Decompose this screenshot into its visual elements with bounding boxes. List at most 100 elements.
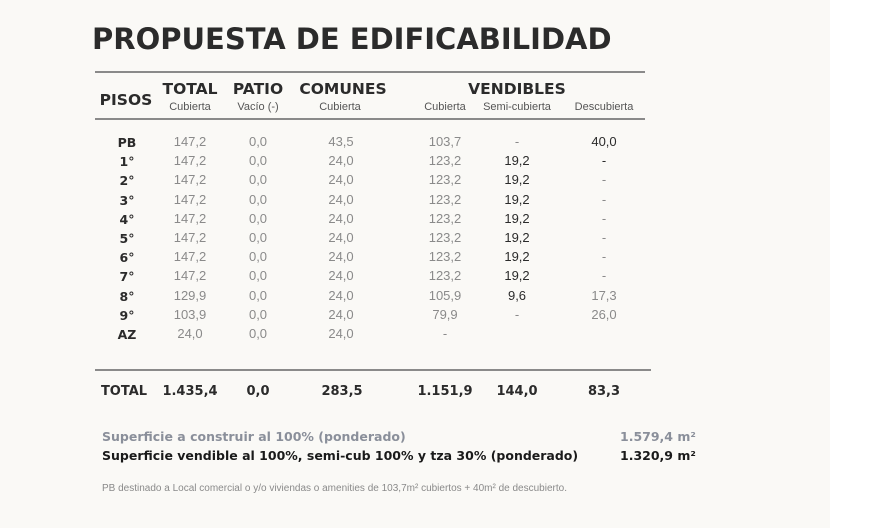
cell-vendibles-semicubierta: - <box>514 134 520 149</box>
cell-comunes: 24,0 <box>328 268 354 284</box>
cell-vendibles-semicubierta: - <box>514 306 520 322</box>
cell-comunes: 24,0 <box>328 306 354 322</box>
summary-vendible-label: Superficie vendible al 100%, semi-cub 10… <box>102 448 579 463</box>
row-label-piso: 1° <box>119 154 135 170</box>
cell-vendibles-semicubierta: 19,2 <box>504 210 530 226</box>
cell-vendibles-descubierta: - <box>601 210 607 226</box>
cell-comunes: 24,0 <box>328 153 354 169</box>
cell-total: 147,2 <box>173 230 207 245</box>
footnote: PB destinado a Local comercial o y/o viv… <box>102 483 567 494</box>
header-top-rule <box>95 71 645 73</box>
summary-construir-value: 1.579,4 m² <box>620 429 696 444</box>
cell-total: 129,9 <box>173 287 207 303</box>
cell-vendibles-semicubierta: 19,2 <box>504 268 530 284</box>
cell-patio: 0,0 <box>248 153 268 169</box>
cell-total: 147,2 <box>173 191 207 207</box>
cell-vendibles-cubierta: 79,9 <box>432 306 458 322</box>
header-vendibles: VENDIBLES <box>468 80 566 98</box>
cell-vendibles-descubierta: 40,0 <box>591 134 617 149</box>
totals-label: TOTAL <box>100 384 148 399</box>
cell-patio: 0,0 <box>248 191 268 207</box>
header-total: TOTAL <box>162 80 218 98</box>
header-vendibles-semicubierta: Semi-cubierta <box>483 101 551 113</box>
header-comunes: COMUNES <box>299 80 387 98</box>
cell-patio: 0,0 <box>248 306 268 322</box>
cell-vendibles-cubierta: 123,2 <box>428 172 462 188</box>
cell-comunes: 24,0 <box>328 210 354 226</box>
cell-vendibles-cubierta: 123,2 <box>428 230 462 245</box>
row-label-piso: 4° <box>119 211 135 227</box>
header-vendibles-descubierta: Descubierta <box>574 101 634 113</box>
cell-patio: 0,0 <box>248 210 268 226</box>
cell-comunes: 24,0 <box>328 287 354 303</box>
cell-vendibles-descubierta: 17,3 <box>591 287 617 303</box>
cell-vendibles-descubierta: - <box>601 249 607 265</box>
cell-comunes: 24,0 <box>328 230 354 245</box>
cell-vendibles-semicubierta: 19,2 <box>504 153 530 169</box>
totals-vendibles-cubierta: 1.151,9 <box>417 384 473 399</box>
cell-vendibles-descubierta: - <box>601 268 607 284</box>
cell-vendibles-descubierta: - <box>601 172 607 188</box>
header-patio: PATIO <box>232 80 284 98</box>
header-pisos: PISOS <box>99 91 153 109</box>
cell-vendibles-semicubierta: 19,2 <box>504 230 530 245</box>
cell-comunes: 24,0 <box>328 172 354 188</box>
cell-total: 147,2 <box>173 249 207 265</box>
row-label-piso: 7° <box>119 269 135 285</box>
cell-total: 103,9 <box>173 306 207 322</box>
row-label-piso: AZ <box>117 327 137 342</box>
summary-vendible-value: 1.320,9 m² <box>620 448 696 463</box>
header-vendibles-cubierta: Cubierta <box>424 101 466 113</box>
cell-vendibles-descubierta: - <box>601 191 607 207</box>
cell-vendibles-cubierta: 123,2 <box>428 191 462 207</box>
summary-construir-label: Superficie a construir al 100% (ponderad… <box>102 429 406 444</box>
cell-vendibles-cubierta: 103,7 <box>428 134 462 149</box>
cell-total: 147,2 <box>173 172 207 188</box>
row-label-piso: 2° <box>119 173 135 189</box>
cell-total: 147,2 <box>173 210 207 226</box>
row-label-piso: 8° <box>119 288 135 304</box>
row-label-piso: 6° <box>119 250 135 266</box>
cell-vendibles-semicubierta: 9,6 <box>507 287 527 303</box>
cell-vendibles-cubierta: 105,9 <box>428 287 462 303</box>
cell-vendibles-cubierta: 123,2 <box>428 153 462 169</box>
cell-vendibles-semicubierta: 19,2 <box>504 249 530 265</box>
cell-total: 147,2 <box>173 153 207 169</box>
cell-vendibles-semicubierta: 19,2 <box>504 191 530 207</box>
totals-patio: 0,0 <box>246 384 270 399</box>
header-total-sub: Cubierta <box>169 101 211 113</box>
cell-comunes: 24,0 <box>328 326 354 341</box>
cell-patio: 0,0 <box>248 268 268 284</box>
cell-total: 24,0 <box>177 326 203 341</box>
cell-vendibles-descubierta: 26,0 <box>591 306 617 322</box>
row-label-piso: 5° <box>119 231 135 246</box>
cell-vendibles-descubierta: - <box>601 230 607 245</box>
cell-patio: 0,0 <box>248 249 268 265</box>
row-label-piso: PB <box>117 135 137 150</box>
header-comunes-sub: Cubierta <box>319 101 361 113</box>
cell-total: 147,2 <box>173 268 207 284</box>
cell-vendibles-cubierta: 123,2 <box>428 210 462 226</box>
cell-comunes: 43,5 <box>328 134 354 149</box>
totals-comunes: 283,5 <box>321 384 363 399</box>
cell-vendibles-semicubierta: 19,2 <box>504 172 530 188</box>
cell-vendibles-cubierta: 123,2 <box>428 268 462 284</box>
cell-patio: 0,0 <box>248 287 268 303</box>
cell-vendibles-cubierta: - <box>442 326 448 341</box>
row-label-piso: 9° <box>119 307 135 323</box>
totals-vendibles-descubierta: 83,3 <box>587 384 621 399</box>
cell-patio: 0,0 <box>248 134 268 149</box>
cell-vendibles-descubierta: - <box>601 153 607 169</box>
cell-patio: 0,0 <box>248 326 268 341</box>
cell-patio: 0,0 <box>248 230 268 245</box>
page-title: PROPUESTA DE EDIFICABILIDAD <box>92 22 612 56</box>
totals-total: 1.435,4 <box>162 384 218 399</box>
row-label-piso: 3° <box>119 192 135 208</box>
cell-comunes: 24,0 <box>328 191 354 207</box>
header-bottom-rule <box>95 118 645 120</box>
totals-vendibles-semicubierta: 144,0 <box>496 384 538 399</box>
cell-vendibles-cubierta: 123,2 <box>428 249 462 265</box>
header-patio-sub: Vacío (-) <box>237 101 279 113</box>
document-sheet: PROPUESTA DE EDIFICABILIDAD PISOS TOTAL … <box>92 22 696 494</box>
cell-total: 147,2 <box>173 134 207 149</box>
